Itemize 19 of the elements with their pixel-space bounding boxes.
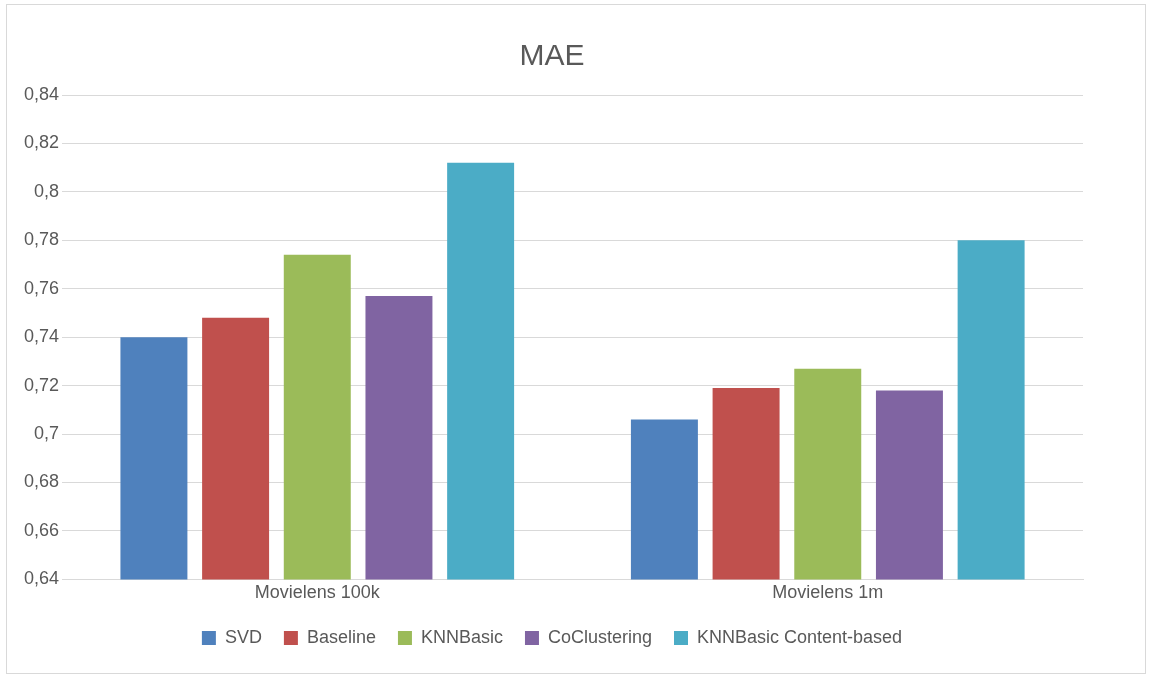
legend-label: Baseline <box>306 626 376 647</box>
legend-label: KNNBasic Content-based <box>697 626 903 647</box>
y-tick-label: 0,66 <box>23 519 60 540</box>
y-tick-label: 0,68 <box>23 471 60 492</box>
y-tick-label: 0,74 <box>23 326 60 347</box>
y-tick-label: 0,84 <box>23 83 60 104</box>
legend-label: SVD <box>224 626 262 647</box>
y-tick-label: 0,64 <box>23 568 60 589</box>
legend-label: CoClustering <box>547 626 653 647</box>
y-tick-label: 0,7 <box>34 423 60 444</box>
y-tick-label: 0,76 <box>23 277 60 298</box>
y-tick-label: 0,78 <box>23 229 60 250</box>
y-tick-label: 0,72 <box>23 374 60 395</box>
chart-title: MAE <box>519 38 585 72</box>
y-tick-label: 0,82 <box>23 132 60 153</box>
y-tick-label: 0,8 <box>34 180 60 201</box>
x-tick-label: Movielens 100k <box>254 582 381 603</box>
x-tick-label: Movielens 1m <box>772 582 884 603</box>
legend-label: KNNBasic <box>420 626 503 647</box>
